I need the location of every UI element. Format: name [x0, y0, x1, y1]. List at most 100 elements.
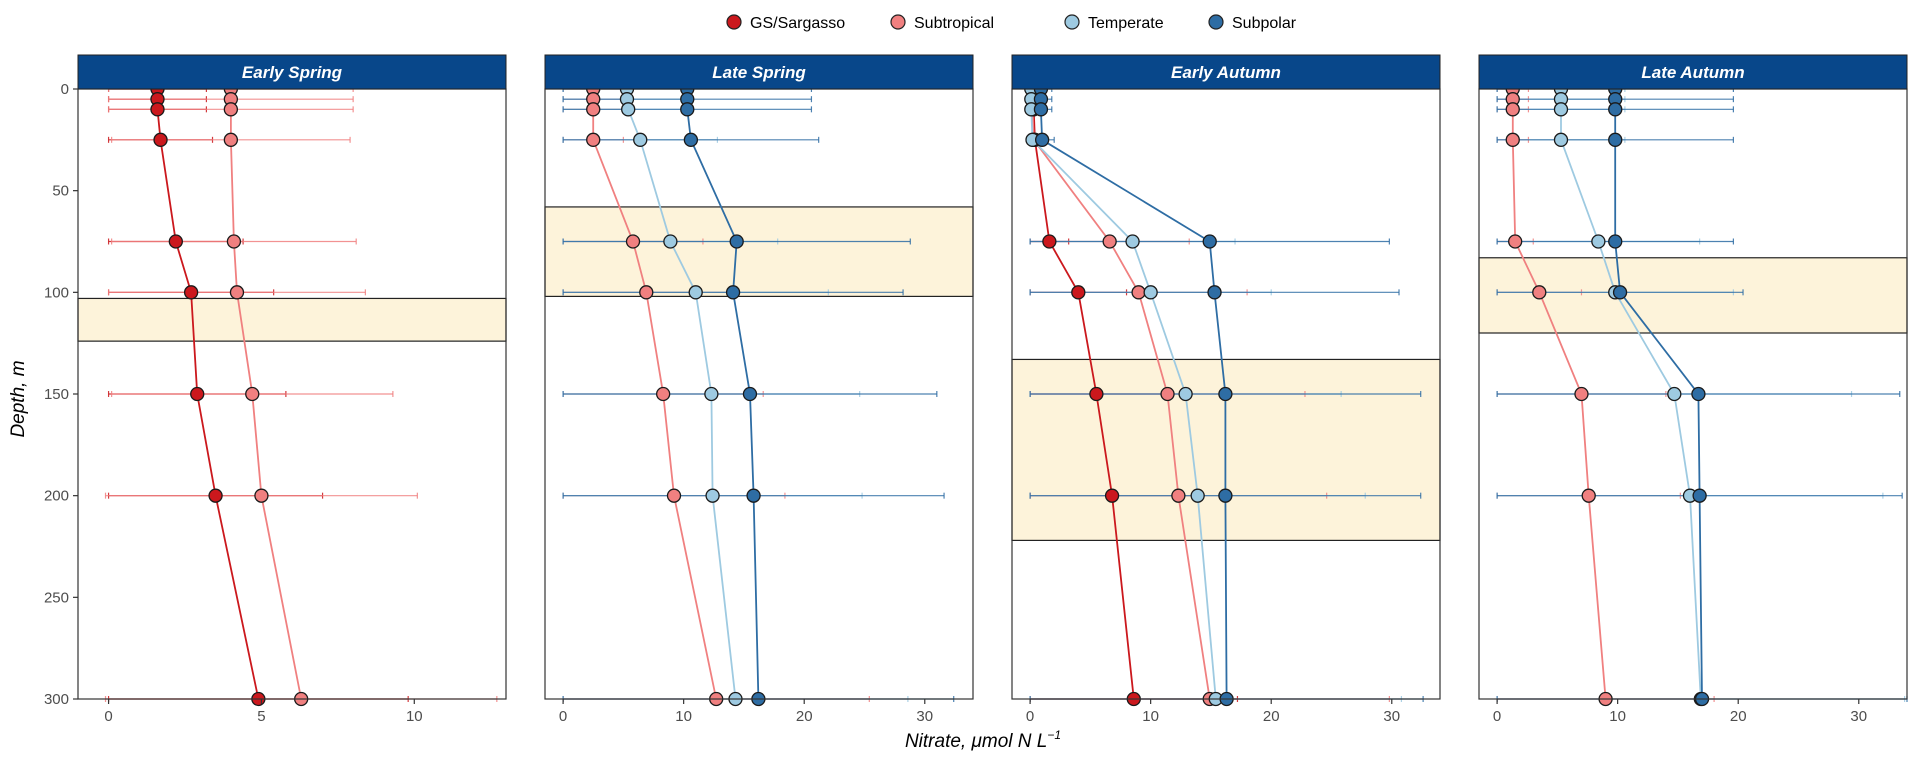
point-p3-s2-4 [1608, 234, 1623, 249]
y-tick-label-3: 150 [44, 386, 69, 403]
point-p1-s0-4 [625, 234, 641, 249]
x-tick-label-p3-1: 10 [1609, 708, 1626, 725]
point-p2-s3-3 [1034, 132, 1050, 147]
y-tick-label-0: 0 [61, 81, 69, 98]
x-tick-label-p2-3: 30 [1383, 708, 1400, 725]
panel-1-band [544, 206, 974, 298]
point-p1-s0-6 [656, 386, 671, 402]
point-p3-s1-4 [1591, 234, 1606, 249]
point-p1-s1-2 [621, 102, 636, 117]
x-tick-label-p0-1: 5 [257, 708, 265, 725]
panel-3-header [1478, 54, 1908, 90]
point-p1-s2-6 [742, 386, 758, 402]
panel-1-title: Late Spring [712, 63, 806, 82]
y-tick-label-4: 200 [44, 488, 69, 505]
x-tick-label-p1-2: 20 [796, 708, 813, 725]
point-p0-s0-2 [150, 102, 165, 117]
x-tick-label-p0-0: 0 [104, 708, 112, 725]
point-p1-s2-7 [746, 488, 761, 503]
point-p1-s0-7 [666, 488, 682, 503]
point-p3-s0-2 [1505, 102, 1520, 117]
point-p1-s1-4 [663, 234, 678, 249]
point-p3-s0-5 [1532, 285, 1547, 300]
point-p3-s2-2 [1608, 102, 1623, 117]
legend: GS/Sargasso Subtropical Temperate Subpolar [726, 14, 1297, 32]
point-p2-s3-7 [1218, 488, 1233, 503]
y-tick-label-1: 50 [52, 183, 69, 200]
point-p2-s3-5 [1207, 285, 1222, 300]
point-p3-s2-7 [1692, 488, 1707, 503]
x-axis-title: Nitrate, μmol N L−1 [905, 728, 1061, 752]
point-p3-s0-4 [1508, 234, 1523, 249]
x-tick-label-p3-3: 30 [1850, 708, 1867, 725]
point-p1-s0-2 [586, 102, 601, 117]
x-tick-label-p2-0: 0 [1026, 708, 1034, 725]
y-axis-title: Depth, m [8, 360, 29, 437]
y-tick-label-2: 100 [44, 284, 69, 301]
panel-0-header [77, 54, 507, 90]
legend-label-3: Subpolar [1232, 15, 1297, 32]
x-tick-label-p0-2: 10 [406, 708, 423, 725]
point-p0-s0-5 [183, 285, 199, 300]
y-tick-label-6: 300 [44, 691, 69, 708]
x-tick-label-p3-2: 20 [1730, 708, 1747, 725]
point-p2-s0-4 [1042, 234, 1057, 249]
point-p3-s2-5 [1612, 285, 1628, 300]
x-tick-label-p2-1: 10 [1142, 708, 1159, 725]
point-p3-s1-2 [1553, 102, 1569, 117]
panel-2: Early Autumn 0 10 20 30 [1011, 54, 1441, 725]
point-p3-s1-6 [1667, 386, 1682, 402]
point-p0-s1-5 [229, 285, 245, 300]
legend-key-2 [1064, 14, 1080, 30]
panel-3-title: Late Autumn [1641, 63, 1744, 82]
point-p1-s1-5 [688, 285, 703, 300]
point-p3-s0-3 [1505, 132, 1520, 147]
point-p1-s1-7 [705, 488, 720, 503]
point-p2-s2-7 [1190, 488, 1205, 503]
point-p0-s0-3 [153, 132, 168, 147]
legend-key-3 [1208, 14, 1224, 30]
point-p2-s3-4 [1202, 234, 1217, 249]
x-tick-label-p1-0: 0 [559, 708, 567, 725]
legend-key-0 [726, 14, 742, 30]
point-p2-s0-7 [1104, 488, 1120, 503]
point-p2-s1-4 [1102, 234, 1117, 249]
legend-label-0: GS/Sargasso [750, 15, 845, 32]
point-p0-s1-7 [254, 488, 269, 503]
point-p1-s0-5 [639, 285, 654, 300]
point-p1-s2-3 [683, 132, 699, 147]
point-p0-s1-2 [223, 102, 239, 117]
point-p1-s2-5 [725, 285, 741, 300]
point-p0-s0-6 [190, 386, 205, 402]
panel-1-header [544, 54, 974, 90]
panel-0-band [77, 297, 507, 342]
point-p2-s2-4 [1125, 234, 1140, 249]
point-p1-s2-2 [680, 102, 695, 117]
point-p3-s2-3 [1608, 132, 1623, 147]
x-tick-label-p1-1: 10 [675, 708, 692, 725]
panel-0-title: Early Spring [242, 63, 343, 82]
point-p2-s0-6 [1089, 386, 1104, 402]
point-p3-s0-7 [1581, 488, 1596, 503]
point-p3-s0-6 [1574, 386, 1589, 402]
point-p1-s1-3 [633, 132, 648, 147]
point-p0-s1-3 [223, 132, 239, 147]
point-p0-s1-6 [245, 386, 260, 402]
point-p2-s3-2 [1033, 102, 1049, 117]
x-axis-title-main: Nitrate, μmol N L [905, 731, 1047, 752]
point-p2-s3-6 [1218, 386, 1233, 402]
x-axis-title-superscript: −1 [1047, 728, 1061, 742]
point-p0-s0-4 [168, 234, 183, 249]
x-tick-label-p1-3: 30 [916, 708, 933, 725]
point-p1-s2-4 [729, 234, 744, 249]
point-p2-s0-5 [1071, 285, 1086, 300]
point-p2-s1-6 [1160, 386, 1175, 402]
point-p2-s2-5 [1143, 285, 1158, 300]
legend-label-2: Temperate [1088, 15, 1164, 32]
panel-2-title: Early Autumn [1171, 63, 1281, 82]
y-tick-label-5: 250 [44, 589, 69, 606]
point-p3-s2-6 [1691, 386, 1706, 402]
